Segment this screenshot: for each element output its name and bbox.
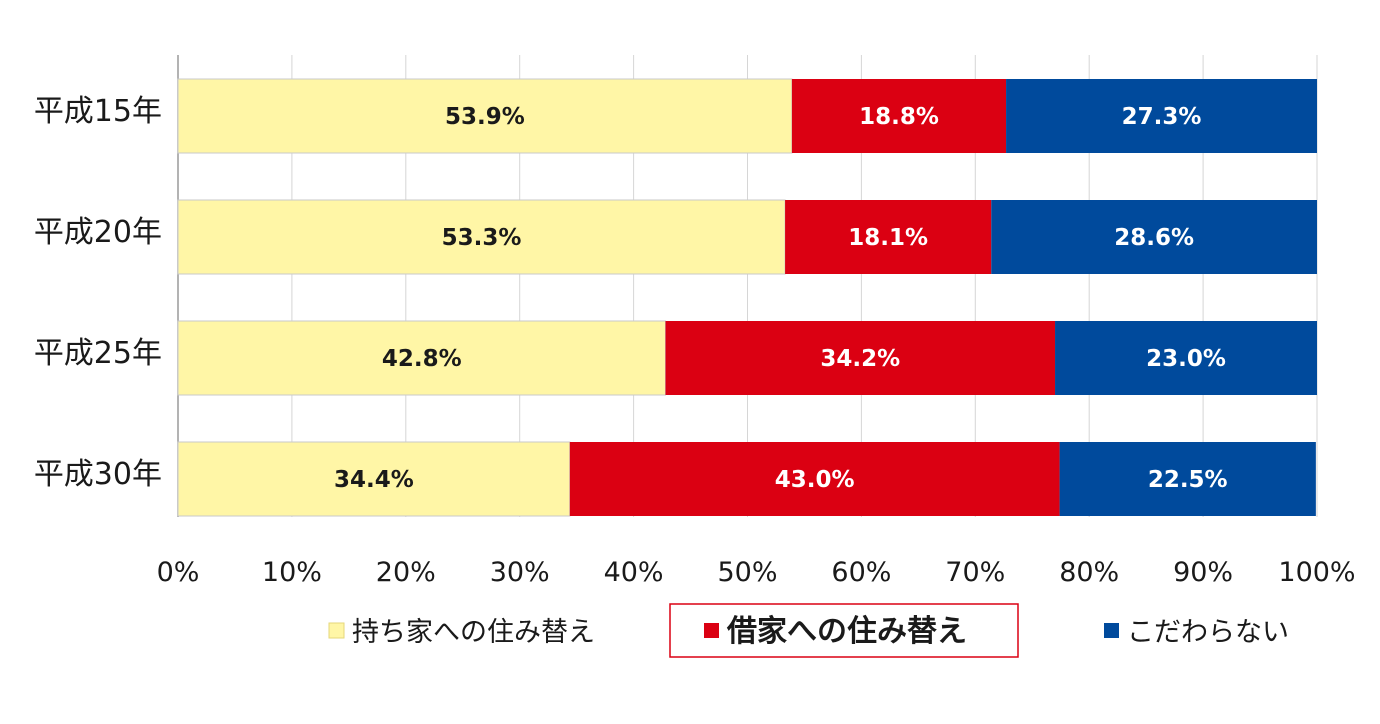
data-label: 22.5% [1148,467,1228,493]
x-tick-label: 70% [945,557,1005,588]
bar-segment [177,78,793,154]
bar-segment [1059,442,1316,516]
x-axis-ticks: 0% 10% 20% 30% 40% 50% 60% 70% 80% 90% 100% [157,557,1356,588]
legend-label: 持ち家への住み替え [352,617,595,648]
category-label: 平成15年 [34,94,162,129]
bar-segment [177,199,786,275]
x-tick-label: 0% [157,557,200,588]
x-tick-label: 40% [604,557,664,588]
legend: 持ち家への住み替え 借家への住み替え こだわらない [328,603,1289,658]
data-labels: 53.9% 18.8% 27.3% 53.3% 18.1% 28.6% 42.8% 34.2%… [334,104,1228,493]
legend-label: こだわらない [1127,617,1289,648]
bar-segment [791,79,1007,153]
legend-label: 借家への住み替え [726,614,967,649]
bar-segment [1055,321,1317,395]
x-tick-label: 10% [262,557,322,588]
bar-segment [665,321,1056,395]
data-label: 53.9% [445,104,525,130]
data-label: 34.2% [820,346,900,372]
x-tick-label: 20% [376,557,436,588]
legend-swatch [328,622,345,639]
x-tick-label: 90% [1173,557,1233,588]
data-label: 18.8% [859,104,939,130]
data-label: 28.6% [1114,225,1194,251]
bar-segment [1006,79,1317,153]
x-tick-label: 100% [1278,557,1355,588]
data-label: 53.3% [442,225,522,251]
bar-segment [785,200,992,274]
bar-segment [177,441,571,517]
x-tick-label: 60% [831,557,891,588]
bars [177,78,1317,517]
data-label: 18.1% [848,225,928,251]
data-label: 34.4% [334,467,414,493]
x-tick-label: 50% [717,557,777,588]
category-label: 平成30年 [34,457,162,492]
x-tick-label: 30% [490,557,550,588]
x-tick-label: 80% [1059,557,1119,588]
data-label: 27.3% [1122,104,1202,130]
bar-segment [177,320,666,396]
data-label: 43.0% [775,467,855,493]
bar-segment [991,200,1317,274]
category-label: 平成25年 [34,336,162,371]
legend-highlight-box [669,603,1019,658]
bar-segment [569,442,1060,516]
data-label: 42.8% [382,346,462,372]
legend-swatch [1104,623,1119,638]
legend-swatch [704,623,719,638]
category-label: 平成20年 [34,215,162,250]
data-label: 23.0% [1146,346,1226,372]
